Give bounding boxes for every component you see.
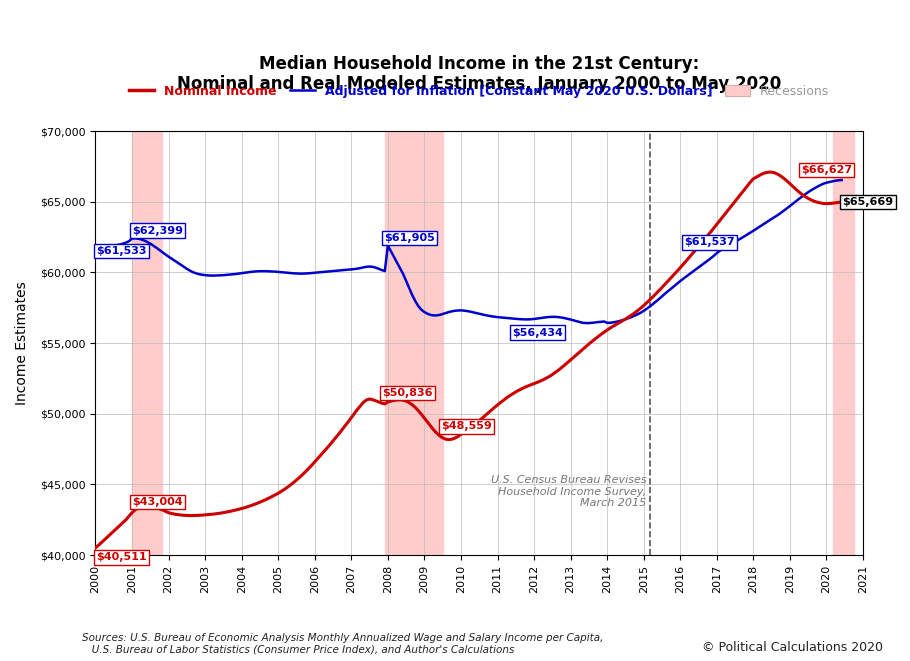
Text: $40,511: $40,511 xyxy=(96,553,147,563)
Text: $56,434: $56,434 xyxy=(512,328,563,338)
Text: $61,905: $61,905 xyxy=(384,233,435,243)
Text: $48,559: $48,559 xyxy=(440,422,491,432)
Bar xyxy=(833,131,854,555)
Text: $43,004: $43,004 xyxy=(132,497,183,507)
Text: $62,399: $62,399 xyxy=(132,225,183,236)
Text: $61,537: $61,537 xyxy=(684,237,734,247)
Text: $61,533: $61,533 xyxy=(96,246,147,256)
Bar xyxy=(132,131,162,555)
Title: Median Household Income in the 21st Century:
Nominal and Real Modeled Estimates,: Median Household Income in the 21st Cent… xyxy=(177,55,782,93)
Text: Sources: U.S. Bureau of Economic Analysis Monthly Annualized Wage and Salary Inc: Sources: U.S. Bureau of Economic Analysi… xyxy=(82,633,603,654)
Y-axis label: Income Estimates: Income Estimates xyxy=(15,282,29,405)
Text: $65,669: $65,669 xyxy=(842,197,894,207)
Text: $66,627: $66,627 xyxy=(801,165,852,175)
Legend: Nominal Income, Adjusted for Inflation [Constant May 2020 U.S. Dollars], Recessi: Nominal Income, Adjusted for Inflation [… xyxy=(125,80,834,103)
Text: © Political Calculations 2020: © Political Calculations 2020 xyxy=(702,641,883,654)
Bar xyxy=(385,131,442,555)
Text: $50,836: $50,836 xyxy=(382,388,433,399)
Text: U.S. Census Bureau Revises
Household Income Survey,
March 2015: U.S. Census Bureau Revises Household Inc… xyxy=(490,475,646,508)
